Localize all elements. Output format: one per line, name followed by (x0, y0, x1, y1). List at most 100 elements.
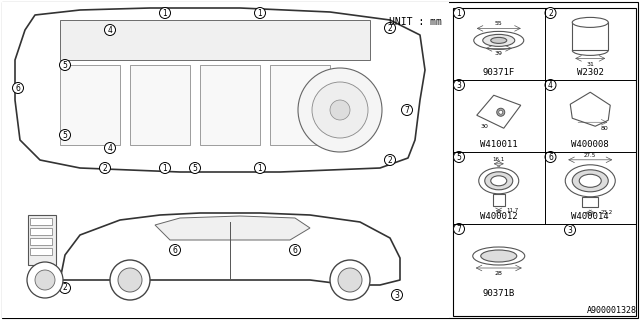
Text: 2: 2 (388, 156, 392, 164)
Circle shape (298, 68, 382, 152)
Ellipse shape (483, 35, 515, 46)
Text: 5: 5 (63, 60, 67, 69)
Text: 6: 6 (173, 245, 177, 254)
Text: 90371B: 90371B (483, 290, 515, 299)
Text: 11.7: 11.7 (507, 208, 519, 213)
Text: UNIT : mm: UNIT : mm (388, 17, 442, 27)
Ellipse shape (572, 170, 608, 192)
Circle shape (499, 110, 503, 114)
Text: 5: 5 (193, 164, 197, 172)
Circle shape (401, 105, 413, 116)
Text: 6: 6 (548, 153, 553, 162)
Ellipse shape (565, 165, 615, 197)
Circle shape (159, 163, 170, 173)
Text: 3: 3 (568, 226, 572, 235)
Ellipse shape (479, 168, 519, 194)
Text: 16.1: 16.1 (493, 157, 505, 162)
Text: 2: 2 (388, 23, 392, 33)
Text: A900001328: A900001328 (587, 306, 637, 315)
Ellipse shape (484, 172, 513, 190)
Circle shape (189, 163, 200, 173)
Bar (30, 228, 52, 235)
Text: 6: 6 (15, 84, 20, 92)
Circle shape (60, 60, 70, 70)
Circle shape (385, 22, 396, 34)
Circle shape (454, 79, 465, 91)
Circle shape (545, 79, 556, 91)
Circle shape (159, 7, 170, 19)
Ellipse shape (572, 17, 608, 28)
Circle shape (312, 82, 368, 138)
Text: 6: 6 (292, 245, 298, 254)
Text: 1: 1 (258, 9, 262, 18)
Circle shape (60, 130, 70, 140)
Polygon shape (60, 213, 400, 285)
Ellipse shape (491, 176, 507, 186)
Text: W410011: W410011 (480, 140, 518, 148)
Circle shape (289, 244, 301, 255)
Circle shape (330, 260, 370, 300)
Ellipse shape (474, 31, 524, 49)
Bar (200, 65, 260, 145)
Circle shape (118, 268, 142, 292)
Bar (30, 238, 52, 245)
Bar (582, 197, 598, 207)
Circle shape (392, 290, 403, 300)
Circle shape (255, 7, 266, 19)
Circle shape (330, 100, 350, 120)
Ellipse shape (473, 247, 525, 265)
Circle shape (564, 225, 575, 236)
Text: 4: 4 (108, 143, 113, 153)
Circle shape (338, 268, 362, 292)
Circle shape (545, 7, 556, 19)
Bar (493, 194, 505, 206)
Circle shape (385, 155, 396, 165)
Text: W400008: W400008 (572, 140, 609, 148)
Text: 28: 28 (495, 271, 502, 276)
Polygon shape (570, 92, 611, 126)
Circle shape (454, 151, 465, 163)
Text: 1: 1 (163, 9, 168, 18)
Text: 55: 55 (495, 21, 502, 27)
Circle shape (35, 270, 55, 290)
Bar (28, 215, 56, 265)
Text: 7: 7 (456, 225, 461, 234)
Ellipse shape (579, 174, 601, 187)
Text: 4: 4 (108, 26, 113, 35)
Text: 2: 2 (63, 284, 67, 292)
Circle shape (27, 262, 63, 298)
Text: 23.2: 23.2 (600, 210, 612, 215)
Text: 2: 2 (102, 164, 108, 172)
Ellipse shape (491, 37, 507, 44)
Circle shape (99, 163, 111, 173)
Text: 3: 3 (395, 291, 399, 300)
Text: 90371F: 90371F (483, 68, 515, 76)
Text: W2302: W2302 (577, 68, 604, 76)
Polygon shape (155, 216, 310, 240)
Text: 2: 2 (548, 9, 553, 18)
Text: 5: 5 (63, 131, 67, 140)
Text: 5: 5 (456, 153, 461, 162)
Circle shape (454, 223, 465, 235)
Text: 4: 4 (548, 81, 553, 90)
Text: W400014: W400014 (572, 212, 609, 220)
Text: 7: 7 (404, 106, 410, 115)
Text: 80: 80 (600, 126, 608, 131)
Text: 30: 30 (481, 124, 488, 129)
Bar (60, 65, 120, 145)
Bar (453, 8, 636, 316)
Bar (270, 65, 330, 145)
Text: 27.5: 27.5 (584, 153, 596, 158)
Circle shape (255, 163, 266, 173)
Bar (2, 2, 449, 318)
Circle shape (110, 260, 150, 300)
Bar (30, 218, 52, 225)
Circle shape (60, 283, 70, 293)
Circle shape (13, 83, 24, 93)
Text: 3: 3 (456, 81, 461, 90)
Text: 1: 1 (456, 9, 461, 18)
Circle shape (454, 7, 465, 19)
Text: 39: 39 (495, 52, 503, 56)
Polygon shape (15, 8, 425, 172)
Text: 1: 1 (163, 164, 168, 172)
